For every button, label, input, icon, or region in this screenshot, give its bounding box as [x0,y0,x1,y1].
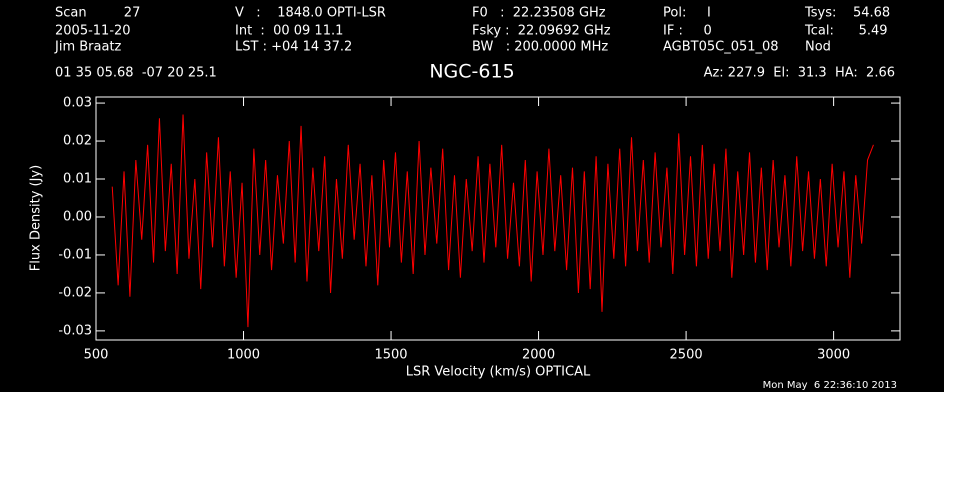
background [0,0,944,392]
x-tick-label: 1000 [227,348,260,363]
y-tick-label: 0.02 [63,134,92,149]
position: 01 35 05.68 -07 20 25.1 [55,66,217,81]
header-field: LST : +04 14 37.2 [235,40,352,55]
spectrum-line [111,114,874,328]
header-field: Scan 27 [55,6,140,21]
header-field: BW : 200.0000 MHz [472,40,608,55]
chart-title: NGC-615 [429,61,514,83]
header-field: AGBT05C_051_08 [663,40,779,55]
x-tick-label: 2500 [670,348,703,363]
header-field: F0 : 22.23508 GHz [472,6,606,21]
header-field: Tsys: 54.68 [804,6,890,21]
timestamp: Mon May 6 22:36:10 2013 [763,380,897,391]
x-axis-label: LSR Velocity (km/s) OPTICAL [406,365,591,380]
y-tick-label: -0.03 [58,323,92,338]
y-tick-label: 0.00 [63,209,92,224]
x-tick-label: 500 [84,348,109,363]
x-tick-label: 2000 [522,348,555,363]
plot-frame [95,96,901,341]
header-field: V : 1848.0 OPTI-LSR [235,6,386,21]
y-tick-label: 0.01 [63,172,92,187]
header-field: 2005-11-20 [55,24,131,39]
pointing: Az: 227.9 El: 31.3 HA: 2.66 [704,66,895,81]
header-field: IF : 0 [663,24,712,39]
header-field: Tcal: 5.49 [804,24,888,39]
header-field: Jim Braatz [54,40,122,55]
x-tick-label: 1500 [374,348,407,363]
y-tick-label: -0.01 [58,247,92,262]
x-tick-label: 3000 [817,348,850,363]
header-field: Fsky : 22.09692 GHz [472,24,611,39]
y-axis-label: Flux Density (Jy) [29,165,44,271]
y-tick-label: 0.03 [63,96,92,111]
header-field: Pol: I [663,6,711,21]
header-field: Nod [805,40,831,55]
header-field: Int : 00 09 11.1 [235,24,343,39]
y-tick-label: -0.02 [58,285,92,300]
